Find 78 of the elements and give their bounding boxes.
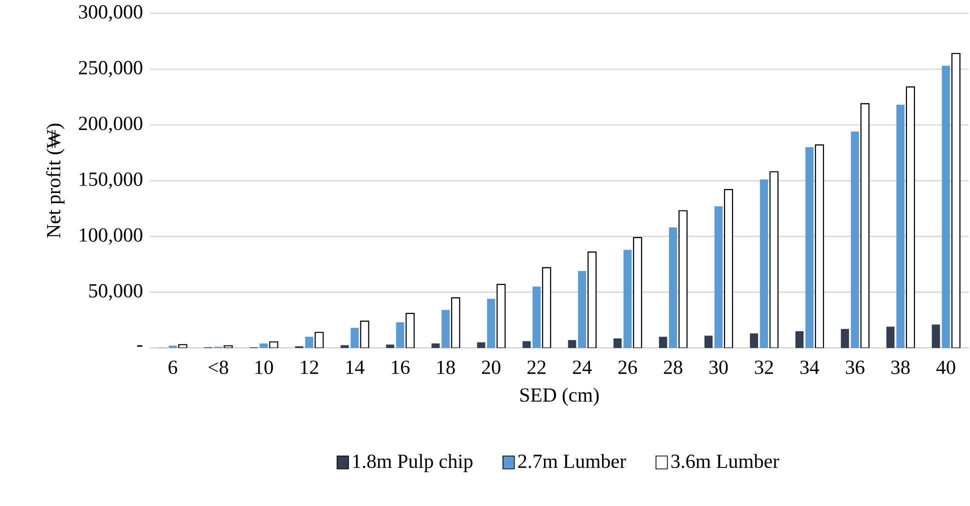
x-tick-label: 34: [800, 360, 820, 374]
bar: [896, 104, 905, 348]
bar: [760, 179, 768, 348]
bar: [451, 297, 460, 348]
x-tick-label: 40: [936, 360, 956, 374]
x-tick-label: 20: [482, 360, 500, 374]
bar: [305, 336, 314, 348]
bar: [477, 342, 486, 348]
bar: [769, 171, 779, 348]
bar: [850, 131, 860, 348]
bar: [350, 328, 359, 348]
bar: [814, 144, 824, 348]
bar: [623, 250, 632, 348]
y-tick-label: 50,000: [89, 284, 142, 300]
bar: [360, 320, 370, 348]
bar: [668, 227, 678, 348]
x-tick-label: 6: [168, 360, 178, 374]
bar: [658, 336, 668, 348]
bar: [578, 270, 586, 348]
bar: [396, 322, 404, 348]
bar: [442, 310, 450, 348]
bar: [542, 267, 552, 348]
bar: [704, 336, 713, 348]
bar: [406, 312, 415, 348]
bar: [860, 103, 870, 348]
bar: [942, 66, 950, 348]
x-tick-label: 16: [392, 360, 410, 374]
bar: [613, 338, 622, 348]
legend-label: 3.6m Lumber: [671, 454, 780, 468]
x-tick-label: <8: [208, 360, 228, 374]
bar: [269, 341, 278, 348]
x-tick-label: 12: [300, 360, 318, 374]
x-tick-label: 14: [346, 360, 364, 374]
bar: [633, 237, 642, 348]
bar: [568, 340, 576, 348]
y-axis-title: Net profit (₩): [46, 124, 64, 238]
x-tick-label: 32: [754, 360, 773, 374]
y-tick-label: 100,000: [80, 228, 142, 245]
bar: [532, 286, 541, 348]
bar: [795, 331, 804, 348]
x-tick-label: 26: [618, 360, 637, 374]
bar: [886, 326, 895, 348]
bar: [487, 298, 496, 348]
bar: [496, 284, 506, 348]
x-tick-label: 22: [527, 360, 546, 374]
y-tick-label: 250,000: [78, 60, 142, 78]
bar: [724, 189, 734, 348]
x-tick-label: 24: [572, 360, 592, 374]
bar: [678, 210, 688, 348]
bar: [750, 333, 758, 348]
bar: [224, 345, 233, 348]
bar: [588, 252, 597, 348]
bar: [340, 345, 349, 348]
y-tick-label: -: [137, 345, 142, 347]
bar: [714, 206, 723, 348]
bar: [432, 343, 440, 348]
bar: [932, 324, 940, 348]
y-tick-label: 200,000: [78, 116, 142, 134]
legend-label: 2.7m Lumber: [518, 454, 626, 468]
bar: [840, 328, 850, 348]
bar: [386, 344, 394, 348]
bar: [260, 343, 268, 348]
bar: [178, 344, 188, 348]
bar: [805, 147, 814, 348]
bar: [951, 52, 960, 348]
bar: [314, 332, 324, 348]
x-tick-label: 28: [664, 360, 682, 374]
bar: [906, 86, 915, 348]
x-axis-title: SED (cm): [520, 388, 599, 406]
x-tick-label: 38: [891, 360, 910, 374]
y-tick-label: 300,000: [79, 5, 142, 22]
y-tick-label: 150,000: [80, 172, 142, 189]
bar: [522, 341, 531, 348]
legend-label: 1.8m Pulp chip: [353, 454, 472, 472]
x-tick-label: 30: [709, 360, 728, 374]
x-tick-label: 36: [846, 360, 864, 374]
x-tick-label: 10: [255, 360, 273, 374]
x-tick-label: 18: [437, 360, 455, 374]
